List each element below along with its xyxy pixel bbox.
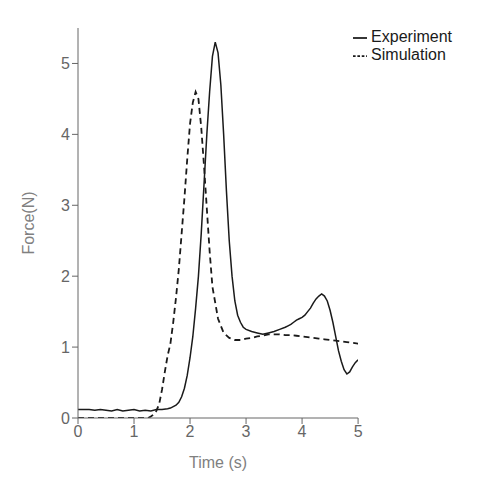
svg-text:2: 2 — [61, 268, 70, 285]
svg-text:Time (s): Time (s) — [189, 454, 247, 471]
svg-text:3: 3 — [61, 197, 70, 214]
svg-text:3: 3 — [242, 423, 251, 440]
svg-text:4: 4 — [298, 423, 307, 440]
svg-text:0: 0 — [61, 410, 70, 427]
svg-text:4: 4 — [61, 126, 70, 143]
svg-text:5: 5 — [61, 55, 70, 72]
svg-text:0: 0 — [74, 423, 83, 440]
html-text:Simulation: Simulation — [371, 46, 446, 63]
svg-text:Force(N): Force(N) — [20, 191, 37, 254]
svg-text:5: 5 — [354, 423, 363, 440]
svg-text:1: 1 — [130, 423, 139, 440]
svg-text:2: 2 — [186, 423, 195, 440]
html-text:Experiment: Experiment — [371, 28, 452, 45]
svg-text:1: 1 — [61, 339, 70, 356]
